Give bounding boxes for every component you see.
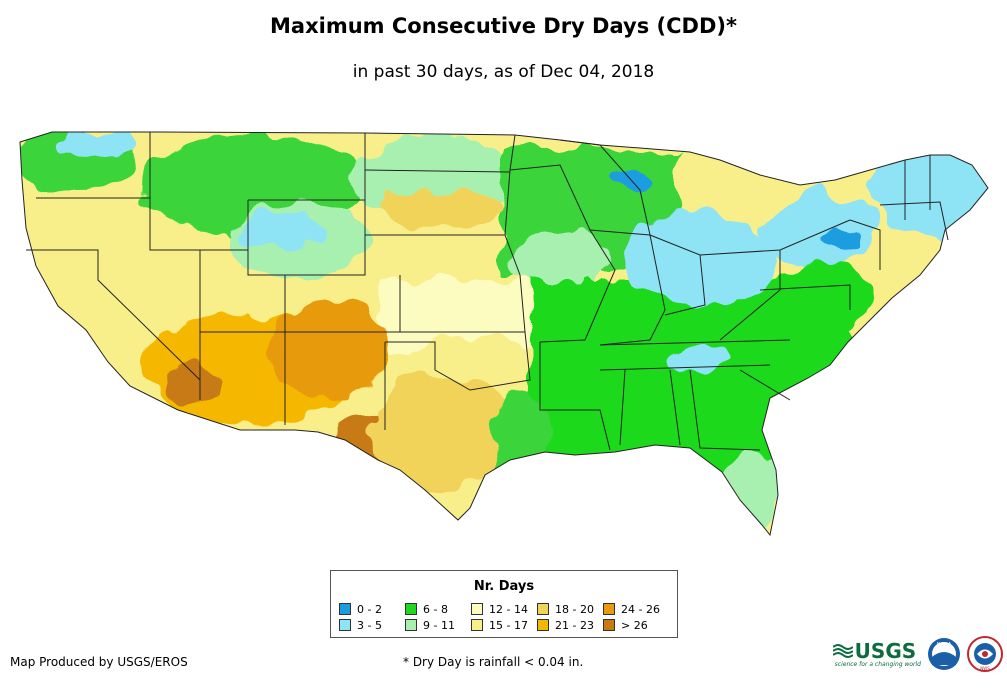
legend-label: 0 - 2 (357, 602, 382, 616)
zone-colorado-blue (240, 210, 320, 250)
usgs-tagline: science for a changing world (834, 660, 921, 668)
legend-label: 3 - 5 (357, 618, 382, 632)
legend-swatch (471, 603, 483, 615)
legend-swatch (603, 603, 615, 615)
legend-label: 24 - 26 (621, 602, 660, 616)
legend-label: 6 - 8 (423, 602, 448, 616)
zone-iowa (515, 230, 605, 290)
legend-item: > 26 (603, 617, 669, 633)
legend-label: 15 - 17 (489, 618, 528, 632)
legend-item: 0 - 2 (339, 601, 405, 617)
legend-item: 3 - 5 (339, 617, 405, 633)
zone-tn-pale (670, 348, 730, 372)
usgs-text: USGS (854, 638, 917, 663)
legend-item: 24 - 26 (603, 601, 669, 617)
legend-swatch (537, 603, 549, 615)
legend-item: 12 - 14 (471, 601, 537, 617)
zone-nm (270, 300, 390, 400)
zone-texas-east (490, 390, 550, 490)
legend-label: 9 - 11 (423, 618, 455, 632)
zone-midatlantic (770, 260, 870, 340)
legend-label: 12 - 14 (489, 602, 528, 616)
zone-ny (765, 195, 875, 265)
svg-text:NOAA: NOAA (937, 642, 952, 648)
zone-az-dark (160, 363, 220, 407)
zone-pnw-blue (55, 132, 135, 159)
legend-swatch (405, 603, 417, 615)
legend-item: 15 - 17 (471, 617, 537, 633)
noaa-logo: NOAA (928, 638, 960, 670)
svg-text:NWS: NWS (980, 666, 990, 671)
legend-item: 18 - 20 (537, 601, 603, 617)
legend-title: Nr. Days (473, 579, 535, 594)
legend-swatch (405, 619, 417, 631)
nws-logo: NWS (967, 636, 1003, 672)
legend-item: 21 - 23 (537, 617, 603, 633)
zone-sd-orange (380, 190, 500, 230)
credit-text: Map Produced by USGS/EROS (10, 655, 188, 669)
legend-items: 0 - 2 6 - 8 12 - 14 18 - 20 24 - 26 3 - 5 9 - … (339, 601, 669, 633)
usgs-wave-icon (832, 643, 853, 658)
legend: Nr. Days 0 - 2 6 - 8 12 - 14 18 - 20 24 - 26… (330, 570, 678, 638)
legend-swatch (537, 619, 549, 631)
zone-mi-deep (608, 170, 652, 190)
legend-label: 18 - 20 (555, 602, 594, 616)
map-title: Maximum Consecutive Dry Days (CDD)* (270, 14, 737, 38)
legend-swatch (339, 603, 351, 615)
zone-pa-deep (818, 230, 862, 250)
map-subtitle: in past 30 days, as of Dec 04, 2018 (352, 62, 655, 82)
footnote-text: * Dry Day is rainfall < 0.04 in. (403, 655, 584, 669)
legend-swatch (603, 619, 615, 631)
us-dry-days-map (19, 131, 989, 537)
legend-swatch (339, 619, 351, 631)
legend-label: 21 - 23 (555, 618, 594, 632)
legend-label: > 26 (621, 618, 648, 632)
state-borders (19, 131, 989, 537)
legend-item: 9 - 11 (405, 617, 471, 633)
logos: USGS science for a changing world NOAA N… (832, 636, 1003, 672)
zone-florida (720, 450, 780, 530)
zone-texas (370, 370, 510, 490)
usgs-logo: USGS science for a changing world (832, 638, 921, 668)
legend-item: 6 - 8 (405, 601, 471, 617)
legend-swatch (471, 619, 483, 631)
